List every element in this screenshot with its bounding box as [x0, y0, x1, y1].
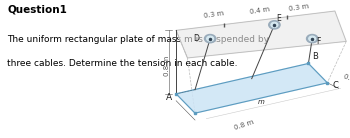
Circle shape	[307, 34, 318, 43]
Text: The uniform rectangular plate of mass m is suspended by: The uniform rectangular plate of mass m …	[7, 34, 269, 43]
Circle shape	[207, 36, 214, 41]
Text: 0.5 m: 0.5 m	[342, 74, 350, 86]
Polygon shape	[176, 63, 327, 113]
Polygon shape	[176, 11, 346, 58]
Text: 0.8 m: 0.8 m	[233, 119, 255, 131]
Circle shape	[271, 22, 278, 27]
Text: 0.4 m: 0.4 m	[249, 6, 270, 15]
Text: A: A	[166, 93, 172, 103]
Circle shape	[204, 34, 216, 43]
Text: B: B	[312, 52, 318, 61]
Text: three cables. Determine the tension in each cable.: three cables. Determine the tension in e…	[7, 59, 238, 68]
Text: C: C	[333, 81, 339, 90]
Circle shape	[309, 36, 316, 41]
Text: D: D	[193, 34, 199, 43]
Circle shape	[269, 21, 280, 29]
Text: E: E	[276, 14, 281, 23]
Text: 0.3 m: 0.3 m	[288, 4, 309, 12]
Text: F: F	[316, 37, 320, 46]
Text: 0.8 m: 0.8 m	[164, 56, 170, 76]
Text: 0.3 m: 0.3 m	[203, 11, 224, 19]
Text: Question1: Question1	[7, 4, 67, 14]
Text: m: m	[258, 99, 265, 105]
